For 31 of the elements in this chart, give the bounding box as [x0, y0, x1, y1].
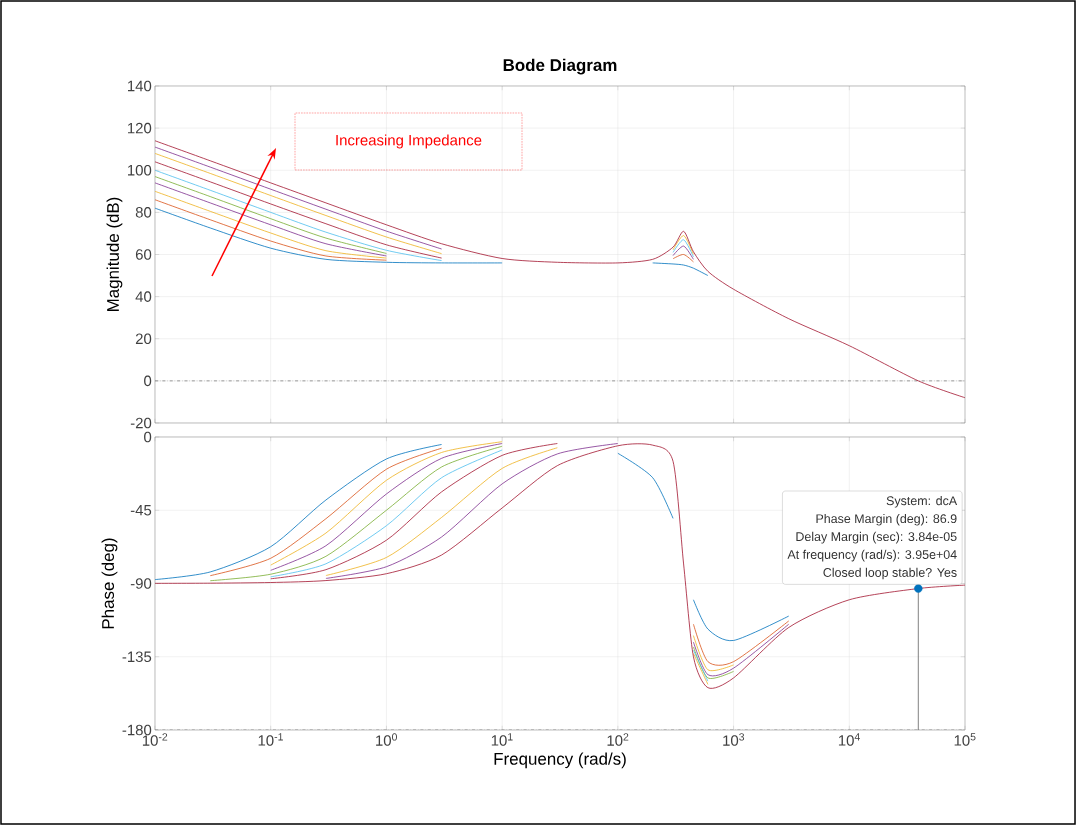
y-tick-label: -90	[130, 578, 152, 589]
y-tick-label: 60	[135, 249, 152, 260]
annotation: Phase Margin (deg): 86.9	[816, 513, 957, 526]
annotation: At frequency (rad/s): 3.95e+04	[787, 549, 957, 562]
x-tick-label: 10$^{0}$	[376, 733, 397, 746]
y-tick-label: 100	[128, 164, 152, 176]
annotation: System: dcA	[886, 496, 958, 508]
x-tick-label: 10$^{5}$	[954, 733, 976, 746]
annotation: Increasing Impedance	[336, 134, 482, 149]
y-tick-label: 20	[135, 333, 152, 345]
y-tick-label: 0	[144, 431, 152, 443]
x-tick-label: 10$^{4}$	[838, 733, 860, 746]
y-tick-label: 80	[135, 207, 152, 218]
y-axis-title: Phase (deg)	[101, 538, 118, 629]
y-tick-label: 140	[128, 80, 152, 92]
x-tick-label: 10$^{1}$	[491, 733, 513, 746]
y-tick-label: 0	[144, 375, 152, 387]
annotation: Closed loop stable? Yes	[823, 567, 957, 580]
y-tick-label: -180	[122, 724, 152, 736]
y-tick-label: -135	[122, 651, 152, 663]
y-tick-label: 40	[135, 291, 152, 302]
x-axis-title: Frequency (rad/s)	[494, 752, 626, 769]
x-tick-label: 10$^{3}$	[723, 733, 745, 746]
y-tick-label: 120	[128, 122, 152, 134]
y-axis-title: Magnitude (dB)	[106, 197, 123, 311]
chart-title: Bode Diagram	[503, 58, 617, 75]
y-tick-label: -45	[130, 505, 152, 516]
annotation: Delay Margin (sec): 3.84e-05	[796, 531, 957, 544]
x-tick-label: 10$^{-1}$	[258, 733, 283, 746]
x-tick-label: 10$^{2}$	[607, 733, 629, 746]
y-tick-label: -20	[130, 417, 152, 429]
